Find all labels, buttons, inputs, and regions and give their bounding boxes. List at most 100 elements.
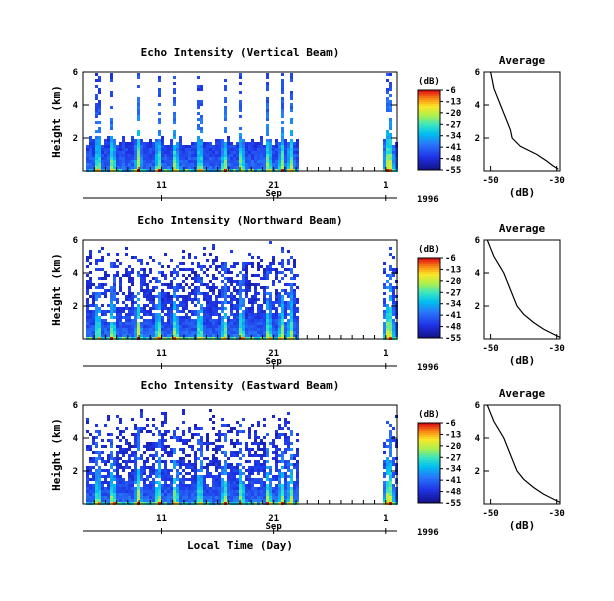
xtick-label: 21	[268, 349, 279, 359]
colorbar-tick-label: -20	[445, 442, 461, 452]
colorbar-tick-label: -41	[445, 476, 461, 486]
average-ytick-label: 2	[475, 134, 480, 144]
average-profile-line	[486, 404, 561, 503]
colorbar-tick-label: -34	[445, 465, 462, 475]
colorbar-unit: (dB)	[418, 245, 440, 255]
colorbar-tick-label: -34	[445, 300, 462, 310]
xtick-label: 11	[156, 349, 167, 359]
xtick-label: 1	[383, 349, 388, 359]
ytick-label: 2	[73, 134, 78, 144]
panel-2: Echo Intensity (Northward Beam) 6 4 2 Height…	[50, 214, 565, 373]
average-xtick-label: -30	[549, 509, 565, 519]
average-frame	[483, 71, 561, 172]
month-label: Sep	[266, 189, 283, 199]
heatmap-cells	[86, 409, 398, 505]
ytick-label: 4	[73, 269, 79, 279]
average-ytick-label: 6	[475, 68, 480, 78]
average-profile: Average 6 4 2 -50 -30 (dB)	[475, 222, 565, 367]
colorbar-tick-label: -48	[445, 155, 461, 165]
colorbar-tick-label: -48	[445, 323, 461, 333]
year-label: 1996	[417, 363, 439, 373]
average-ytick-label: 4	[475, 269, 481, 279]
colorbar-unit: (dB)	[418, 77, 440, 87]
year-label: 1996	[417, 195, 439, 205]
colorbar-tick-label: -20	[445, 109, 461, 119]
average-ytick-label: 6	[475, 236, 480, 246]
xtick-label: 11	[156, 514, 167, 524]
ytick-label: 4	[73, 434, 79, 444]
month-label: Sep	[266, 357, 283, 367]
average-ytick-label: 2	[475, 467, 480, 477]
x-axis-label: Local Time (Day)	[187, 539, 293, 552]
xtick-label: 21	[268, 514, 279, 524]
ytick-label: 2	[73, 302, 78, 312]
average-xtick-label: -30	[549, 344, 565, 354]
xtick-label: 1	[383, 514, 388, 524]
colorbar-tick-label: -6	[445, 419, 456, 429]
panel-3: Echo Intensity (Eastward Beam) 6 4 2 Height …	[50, 379, 565, 538]
colorbar-tick-label: -27	[445, 453, 461, 463]
month-label: Sep	[266, 522, 283, 532]
colorbar-tick-label: -13	[445, 265, 461, 275]
colorbar-tick-label: -20	[445, 277, 461, 287]
y-axis-label: Height (km)	[50, 85, 63, 158]
average-ytick-label: 2	[475, 302, 480, 312]
average-ytick-label: 4	[475, 434, 481, 444]
average-ytick-label: 6	[475, 401, 480, 411]
colorbar-frame	[417, 89, 441, 171]
colorbar-tick-label: -6	[445, 254, 456, 264]
average-xlabel: (dB)	[509, 354, 536, 367]
heatmap-cells	[86, 73, 398, 172]
average-frame	[483, 404, 561, 505]
xtick-label: 21	[268, 181, 279, 191]
colorbar: -6-13 -20-27 -34-41 -48-55	[417, 254, 462, 344]
ytick-label: 6	[73, 401, 78, 411]
colorbar-tick-label: -13	[445, 430, 461, 440]
panel-title: Echo Intensity (Eastward Beam)	[141, 379, 340, 392]
average-xlabel: (dB)	[509, 519, 536, 532]
colorbar-tick-label: -41	[445, 311, 461, 321]
average-xtick-label: -30	[549, 176, 565, 186]
colorbar: -6-13 -20-27 -34-41 -48-55	[417, 419, 462, 509]
colorbar-tick-label: -27	[445, 288, 461, 298]
y-axis-label: Height (km)	[50, 253, 63, 326]
average-ytick-label: 4	[475, 101, 481, 111]
xtick-label: 11	[156, 181, 167, 191]
colorbar-frame	[417, 422, 441, 504]
average-frame	[483, 239, 561, 340]
average-profile-line	[490, 71, 559, 170]
average-title: Average	[499, 387, 546, 400]
colorbar: -6-13 -20-27 -34-41 -48-55	[417, 86, 462, 176]
colorbar-tick-label: -41	[445, 143, 461, 153]
colorbar-tick-label: -27	[445, 120, 461, 130]
average-xtick-label: -50	[482, 176, 498, 186]
colorbar-tick-label: -13	[445, 97, 461, 107]
ytick-label: 4	[73, 101, 79, 111]
y-axis-label: Height (km)	[50, 418, 63, 491]
year-label: 1996	[417, 528, 439, 538]
average-profile-line	[486, 239, 561, 338]
average-profile: Average 6 4 2 -50 -30 (dB)	[475, 54, 565, 199]
colorbar-tick-label: -6	[445, 86, 456, 96]
colorbar-tick-label: -48	[445, 488, 461, 498]
average-xlabel: (dB)	[509, 186, 536, 199]
colorbar-tick-label: -34	[445, 132, 462, 142]
colorbar-frame	[417, 257, 441, 339]
colorbar-tick-label: -55	[445, 499, 461, 509]
average-title: Average	[499, 54, 546, 67]
ytick-label: 6	[73, 236, 78, 246]
average-xtick-label: -50	[482, 344, 498, 354]
colorbar-tick-label: -55	[445, 334, 461, 344]
heatmap-cells	[86, 241, 398, 340]
ytick-label: 2	[73, 467, 78, 477]
colorbar-unit: (dB)	[418, 410, 440, 420]
ytick-label: 6	[73, 68, 78, 78]
panel-1: Echo Intensity (Vertical Beam) 6 4 2 Height …	[50, 46, 565, 205]
panel-title: Echo Intensity (Northward Beam)	[137, 214, 342, 227]
xtick-label: 1	[383, 181, 388, 191]
average-xtick-label: -50	[482, 509, 498, 519]
panel-title: Echo Intensity (Vertical Beam)	[141, 46, 340, 59]
average-title: Average	[499, 222, 546, 235]
average-profile: Average 6 4 2 -50 -30 (dB)	[475, 387, 565, 532]
